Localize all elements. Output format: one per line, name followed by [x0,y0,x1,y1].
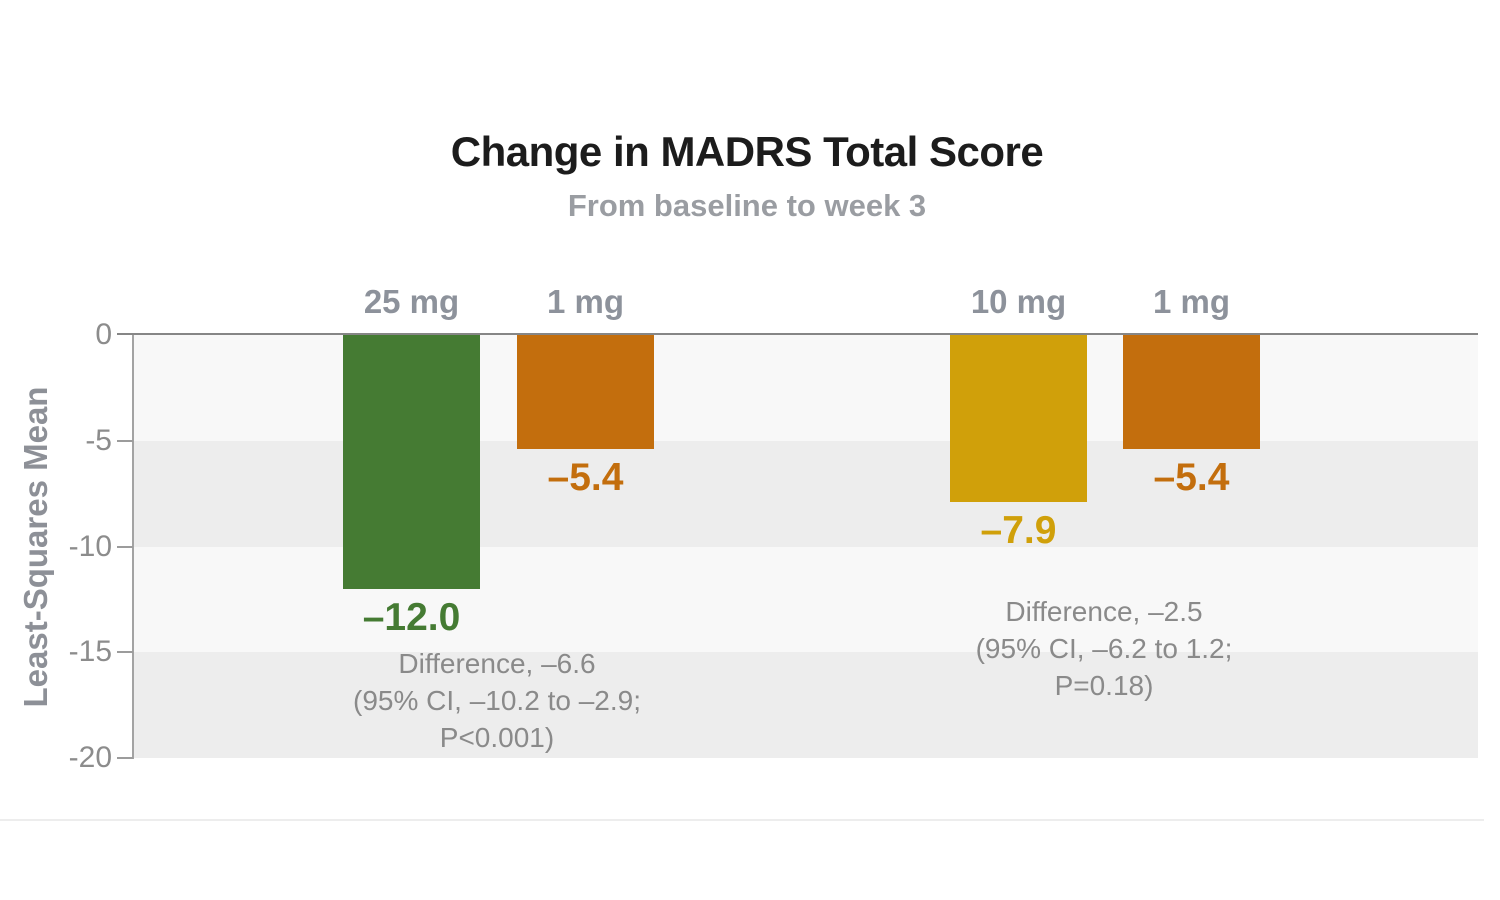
bar-value-label: –5.4 [1153,456,1230,500]
difference-annotation-group-1: Difference, –6.6 (95% CI, –10.2 to –2.9; P… [257,645,737,756]
annotation-line: (95% CI, –10.2 to –2.9; [353,685,641,716]
bar-label-10-mg: 10 mg [970,283,1067,320]
zero-axis-line [117,333,1478,335]
annotation-line: P<0.001) [439,722,555,753]
annotation-line: Difference, –6.6 [398,648,596,679]
y-tick-label: -5 [85,423,112,457]
bar-1-mg [517,335,654,450]
bar-label-1-mg: 1 mg [1152,283,1231,320]
bar-value-label: –7.9 [980,509,1057,553]
y-tick-mark [117,651,133,654]
plot-band-0 [133,335,1478,441]
y-axis-line [132,335,134,759]
bar-label-1-mg: 1 mg [546,283,625,320]
bottom-divider [0,819,1484,821]
difference-annotation-group-2: Difference, –2.5 (95% CI, –6.2 to 1.2; P=0… [864,593,1344,704]
bar-value-label: –12.0 [362,595,461,639]
y-tick-mark [117,757,133,759]
y-tick-mark [117,439,133,442]
bar-label-25-mg: 25 mg [363,283,460,320]
y-tick-mark [117,545,133,548]
bar-value-label: –5.4 [547,456,624,500]
plot-area [133,335,1478,758]
plot-band-3 [133,652,1478,758]
bar-10-mg [950,335,1087,503]
chart-title: Change in MADRS Total Score [450,128,1044,175]
chart-subtitle: From baseline to week 3 [567,188,927,223]
bar-1-mg [1123,335,1260,450]
y-tick-label: -20 [68,741,112,774]
annotation-line: P=0.18) [1054,670,1154,701]
y-tick-label: -15 [68,635,112,669]
annotation-line: (95% CI, –6.2 to 1.2; [975,633,1233,664]
y-tick-label: 0 [95,318,112,351]
annotation-line: Difference, –2.5 [1005,596,1203,627]
bar-25-mg [343,335,480,589]
y-tick-label: -10 [68,529,112,563]
